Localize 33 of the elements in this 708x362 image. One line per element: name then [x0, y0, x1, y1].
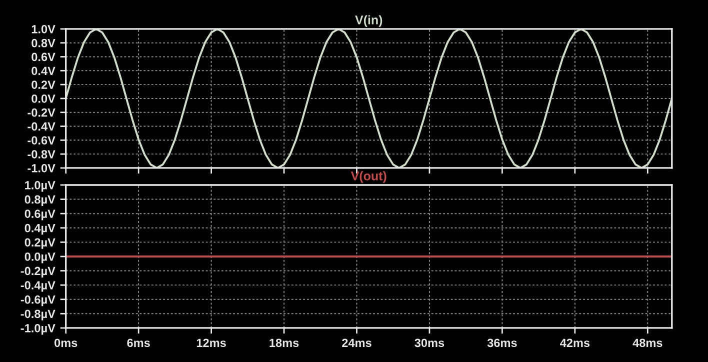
- y-tick-label: 0.2V: [32, 80, 56, 89]
- y-tick-label: -0.6µV: [20, 295, 56, 306]
- x-tick-label: 42ms: [560, 338, 590, 348]
- x-tick-label: 12ms: [196, 338, 226, 348]
- y-tick-label: 0.0V: [32, 94, 56, 103]
- y-tick-label: 0.0µV: [24, 252, 56, 264]
- y-tick-label: 1.0µV: [25, 181, 56, 192]
- y-tick-label: 0.2µV: [24, 238, 56, 249]
- x-tick-label: 48ms: [632, 338, 662, 348]
- y-tick-label: 0.4µV: [24, 224, 56, 235]
- text: V(out): [350, 171, 386, 183]
- x-tick-label: 36ms: [487, 338, 517, 348]
- y-tick-label: -0.8µV: [20, 310, 56, 320]
- y-tick-label: -0.8V: [28, 150, 56, 158]
- x-tick-label: 6ms: [127, 338, 150, 348]
- y-tick-label: -0.6V: [28, 136, 56, 145]
- y-tick-label: -0.4µV: [20, 281, 56, 292]
- y-tick-label: 0.8µV: [24, 195, 56, 206]
- series-label: V(in): [355, 15, 382, 27]
- y-tick-label: -1.0µV: [20, 324, 56, 335]
- x-tick-label: 24ms: [342, 338, 372, 348]
- y-tick-label: 0.8V: [32, 38, 56, 48]
- x-tick-label: 30ms: [414, 338, 444, 348]
- y-tick-label: 0.4V: [32, 66, 56, 76]
- x-tick-label: 18ms: [270, 338, 299, 348]
- y-tick-label: 0.6µV: [24, 210, 56, 220]
- y-tick-label: 1.0V: [32, 24, 56, 34]
- y-tick-label: -1.0V: [28, 164, 56, 172]
- y-tick-label: -0.4V: [28, 122, 56, 131]
- y-tick-label: -0.2V: [28, 108, 56, 117]
- y-tick-label: 0.6V: [32, 52, 56, 62]
- x-tick-label: 0ms: [54, 338, 78, 348]
- y-tick-label: -0.2µV: [20, 266, 56, 278]
